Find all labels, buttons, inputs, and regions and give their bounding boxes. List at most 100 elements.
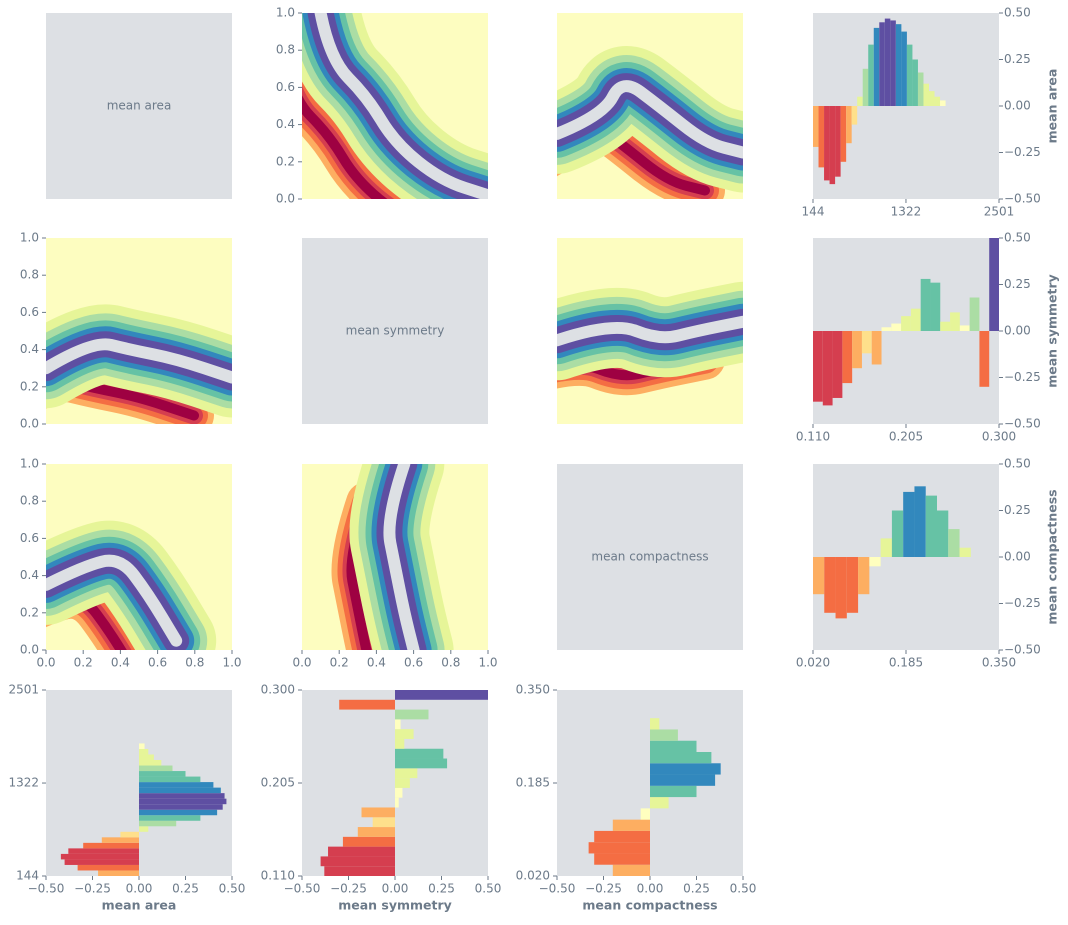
x-tick-label: −0.25: [330, 882, 367, 896]
y-tick-label: 2501: [8, 683, 39, 697]
bar: [920, 278, 931, 331]
y-tick-label: 0.185: [516, 776, 550, 790]
bar: [650, 797, 669, 809]
y-tick-label: 0.4: [276, 117, 295, 131]
bar: [98, 870, 139, 876]
bar: [901, 31, 907, 107]
x-tick-label: 0.25: [172, 882, 199, 896]
bar: [917, 72, 924, 106]
x-tick-label: 0.300: [982, 430, 1016, 444]
bar: [139, 771, 186, 777]
bar: [139, 798, 227, 805]
y-tick-label: −0.25: [1004, 370, 1041, 384]
bar: [813, 106, 819, 147]
y-tick-label: −0.50: [1004, 417, 1041, 431]
y-axis-label: mean area: [1045, 69, 1060, 144]
bar: [139, 759, 162, 766]
bar: [910, 308, 921, 331]
y-tick-label: 0.00: [1004, 550, 1031, 564]
y-tick-label: 0.00: [1004, 324, 1031, 338]
y-tick-label: −0.25: [1004, 596, 1041, 610]
bar: [846, 557, 859, 613]
bar: [948, 529, 960, 557]
bar: [901, 316, 911, 331]
y-tick-label: 0.205: [261, 776, 295, 790]
y-axis-label: mean symmetry: [1045, 274, 1060, 388]
bar: [612, 864, 650, 876]
bar: [930, 282, 941, 331]
bar: [832, 331, 843, 398]
contour-panel: [557, 13, 743, 199]
x-tick-label: 0.00: [637, 882, 664, 896]
bar: [139, 787, 221, 794]
bar: [880, 538, 892, 557]
contour-band: [557, 80, 743, 159]
bar: [361, 807, 395, 818]
bar: [139, 804, 223, 810]
bar: [650, 774, 716, 786]
y-tick-label: 0.25: [1004, 277, 1031, 291]
bar: [139, 754, 154, 760]
bar: [395, 797, 399, 808]
x-tick-label: −0.50: [539, 882, 576, 896]
bar: [861, 331, 872, 354]
bar: [862, 68, 869, 106]
bar: [813, 557, 825, 595]
bar: [937, 510, 949, 557]
bar: [339, 699, 395, 710]
x-tick-label: 144: [802, 205, 825, 219]
y-tick-label: 0.8: [20, 268, 39, 282]
diagonal-panel: [557, 464, 743, 650]
diagonal-label: mean compactness: [591, 550, 708, 564]
bar: [934, 96, 941, 106]
y-tick-label: 0.50: [1004, 457, 1031, 471]
contour-panel: [302, 464, 488, 650]
bar: [857, 96, 863, 106]
x-tick-label: 0.0: [292, 656, 311, 670]
contour-band: [46, 554, 183, 647]
y-tick-label: 0.8: [276, 43, 295, 57]
x-tick-label: 0.25: [428, 882, 455, 896]
bar: [989, 238, 999, 331]
bar: [139, 815, 201, 821]
bar: [588, 842, 650, 854]
y-tick-label: 1.0: [20, 457, 39, 471]
bar: [650, 729, 678, 741]
bar: [395, 729, 414, 739]
bar: [101, 837, 139, 843]
bar: [895, 24, 902, 106]
bar: [395, 738, 405, 749]
contour-band: [314, 13, 488, 199]
x-tick-label: 0.110: [796, 430, 830, 444]
bar: [395, 748, 444, 759]
bar: [824, 106, 830, 181]
x-axis-label: mean symmetry: [338, 898, 452, 913]
y-tick-label: 0.00: [1004, 99, 1031, 113]
bar: [650, 740, 697, 752]
y-tick-label: 0.2: [276, 154, 295, 168]
bar: [846, 106, 852, 144]
bar: [914, 486, 926, 557]
diagonal-panel: [46, 13, 232, 199]
x-tick-label: −0.50: [28, 882, 65, 896]
bar: [852, 331, 862, 369]
bar: [139, 793, 225, 799]
x-tick-label: 0.0: [36, 656, 55, 670]
bar: [395, 690, 488, 700]
bar: [940, 321, 951, 331]
bar: [139, 809, 218, 816]
y-tick-label: 0.350: [516, 683, 550, 697]
x-tick-label: 1322: [891, 205, 922, 219]
bar: [959, 325, 970, 331]
x-tick-label: 0.6: [404, 656, 423, 670]
x-tick-label: 1.0: [222, 656, 241, 670]
bar: [342, 836, 395, 847]
bar: [650, 752, 712, 764]
bar: [906, 44, 913, 106]
bar: [640, 808, 650, 820]
x-tick-label: 0.020: [796, 656, 830, 670]
x-tick-label: 0.8: [185, 656, 204, 670]
contour-band: [557, 315, 743, 347]
y-tick-label: 0.4: [20, 568, 39, 582]
